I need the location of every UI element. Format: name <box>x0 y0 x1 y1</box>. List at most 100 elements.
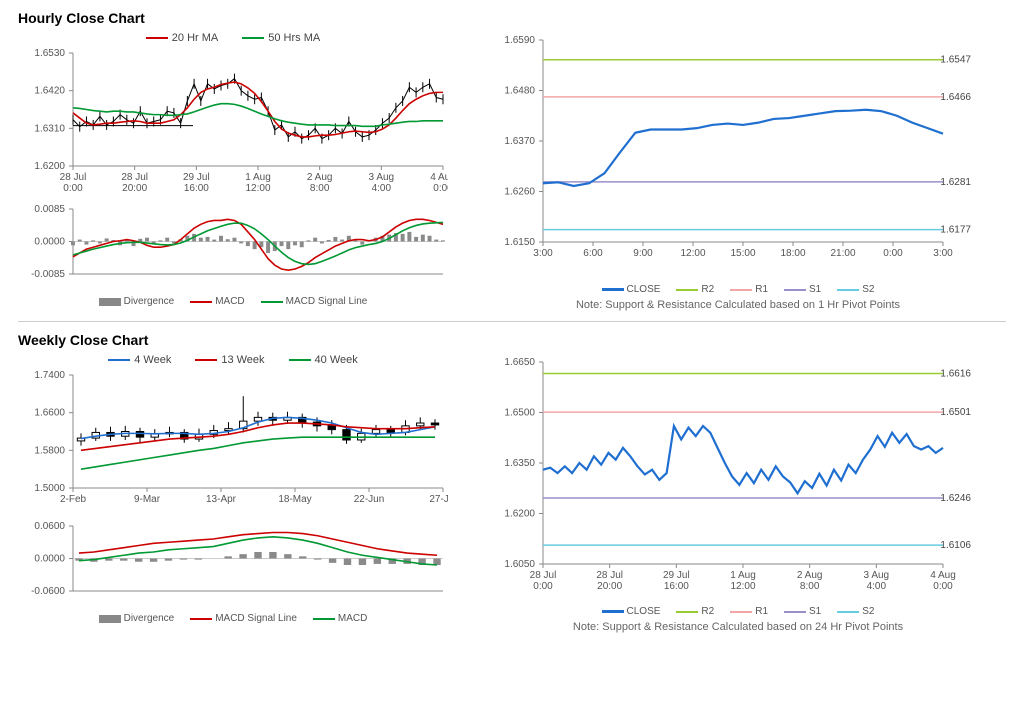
svg-text:0.0000: 0.0000 <box>34 554 65 565</box>
svg-text:29 Jul: 29 Jul <box>663 570 690 581</box>
svg-text:2 Aug: 2 Aug <box>307 172 333 183</box>
svg-text:13-Apr: 13-Apr <box>206 494 237 505</box>
svg-text:3 Aug: 3 Aug <box>864 570 890 581</box>
svg-text:1.6501: 1.6501 <box>940 407 971 418</box>
svg-text:4:00: 4:00 <box>867 581 887 592</box>
weekly-title: Weekly Close Chart <box>18 332 1006 348</box>
svg-text:12:00: 12:00 <box>730 581 755 592</box>
svg-text:1.6246: 1.6246 <box>940 493 971 504</box>
weekly-macd-legend: Divergence MACD Signal Line MACD <box>18 613 448 624</box>
svg-text:0:00: 0:00 <box>883 248 903 259</box>
svg-text:1.6177: 1.6177 <box>940 225 971 236</box>
hourly-sr-chart: 1.6150 1.6260 1.6370 1.6480 1.6590 3:00 6:00 9:… <box>488 32 988 282</box>
svg-text:9-Mar: 9-Mar <box>134 494 161 505</box>
weekly-macd-chart: -0.06000.00000.0600 <box>18 521 448 611</box>
svg-text:16:00: 16:00 <box>184 183 209 194</box>
legend-macd2: MACD <box>338 613 367 624</box>
lg-close: CLOSE <box>627 284 661 295</box>
svg-text:3:00: 3:00 <box>933 248 953 259</box>
svg-text:1 Aug: 1 Aug <box>245 172 271 183</box>
svg-text:1.5000: 1.5000 <box>34 483 65 494</box>
svg-text:1.6050: 1.6050 <box>504 559 535 570</box>
svg-text:20:00: 20:00 <box>122 183 147 194</box>
svg-text:1.6260: 1.6260 <box>504 187 535 198</box>
legend-4w: 4 Week <box>134 354 171 366</box>
svg-text:6:00: 6:00 <box>583 248 603 259</box>
hourly-title: Hourly Close Chart <box>18 10 1006 26</box>
svg-text:20:00: 20:00 <box>597 581 622 592</box>
svg-text:9:00: 9:00 <box>633 248 653 259</box>
svg-text:1.6150: 1.6150 <box>504 237 535 248</box>
svg-text:1.6466: 1.6466 <box>940 92 971 103</box>
legend-40w: 40 Week <box>315 354 358 366</box>
lg-r12: R1 <box>755 606 768 617</box>
svg-text:4:00: 4:00 <box>372 183 392 194</box>
svg-text:1.7400: 1.7400 <box>34 370 65 381</box>
legend-13w: 13 Week <box>221 354 264 366</box>
svg-text:27-Jul: 27-Jul <box>429 494 448 505</box>
svg-text:1.5800: 1.5800 <box>34 445 65 456</box>
hourly-sr-legend: CLOSE R2 R1 S1 S2 <box>488 284 988 295</box>
svg-text:21:00: 21:00 <box>830 248 855 259</box>
hourly-sr-note: Note: Support & Resistance Calculated ba… <box>488 299 988 311</box>
lg-close2: CLOSE <box>627 606 661 617</box>
svg-text:29 Jul: 29 Jul <box>183 172 210 183</box>
hourly-macd-legend: Divergence MACD MACD Signal Line <box>18 296 448 307</box>
legend-50hr: 50 Hrs MA <box>268 32 320 44</box>
svg-text:15:00: 15:00 <box>730 248 755 259</box>
svg-text:1.6281: 1.6281 <box>940 177 971 188</box>
lg-s22: S2 <box>862 606 874 617</box>
lg-r1: R1 <box>755 284 768 295</box>
svg-text:1.6530: 1.6530 <box>34 48 65 59</box>
hourly-main-legend: 20 Hr MA 50 Hrs MA <box>18 32 448 44</box>
svg-text:2 Aug: 2 Aug <box>797 570 823 581</box>
svg-text:1.6480: 1.6480 <box>504 86 535 97</box>
svg-text:1.6350: 1.6350 <box>504 458 535 469</box>
legend-20hr: 20 Hr MA <box>172 32 218 44</box>
svg-text:3 Aug: 3 Aug <box>369 172 395 183</box>
svg-text:1.6200: 1.6200 <box>504 509 535 520</box>
svg-text:16:00: 16:00 <box>664 581 689 592</box>
svg-text:12:00: 12:00 <box>680 248 705 259</box>
svg-text:1.6310: 1.6310 <box>34 123 65 134</box>
weekly-main-chart: 1.5000 1.5800 1.6600 1.7400 2-Feb 9-Mar 13-Apr… <box>18 370 448 515</box>
svg-text:-0.0085: -0.0085 <box>31 269 65 280</box>
svg-text:18-May: 18-May <box>278 494 311 505</box>
weekly-sr-note: Note: Support & Resistance Calculated ba… <box>488 621 988 633</box>
svg-text:28 Jul: 28 Jul <box>121 172 148 183</box>
svg-text:1.6106: 1.6106 <box>940 540 971 551</box>
lg-s2: S2 <box>862 284 874 295</box>
weekly-sr-legend: CLOSE R2 R1 S1 S2 <box>488 606 988 617</box>
lg-r22: R2 <box>701 606 714 617</box>
svg-text:0:00: 0:00 <box>933 581 953 592</box>
lg-r2: R2 <box>701 284 714 295</box>
svg-text:3:00: 3:00 <box>533 248 553 259</box>
hourly-main-chart: 1.62001.63101.64201.653028 Jul0:0028 Jul… <box>18 48 448 198</box>
svg-text:0.0600: 0.0600 <box>34 521 65 532</box>
svg-text:28 Jul: 28 Jul <box>596 570 623 581</box>
svg-text:22-Jun: 22-Jun <box>354 494 385 505</box>
legend-div: Divergence <box>124 296 175 307</box>
svg-text:1.6650: 1.6650 <box>504 357 535 368</box>
svg-text:1.6200: 1.6200 <box>34 161 65 172</box>
svg-text:0.0000: 0.0000 <box>34 237 65 248</box>
svg-text:8:00: 8:00 <box>800 581 820 592</box>
svg-text:0:00: 0:00 <box>533 581 553 592</box>
svg-text:1 Aug: 1 Aug <box>730 570 756 581</box>
legend-macd: MACD <box>215 296 244 307</box>
svg-text:28 Jul: 28 Jul <box>60 172 87 183</box>
svg-text:1.6590: 1.6590 <box>504 35 535 46</box>
svg-text:12:00: 12:00 <box>245 183 270 194</box>
svg-text:1.6616: 1.6616 <box>940 368 971 379</box>
svg-text:1.6600: 1.6600 <box>34 408 65 419</box>
svg-text:1.6547: 1.6547 <box>940 55 971 66</box>
weekly-main-legend: 4 Week 13 Week 40 Week <box>18 354 448 366</box>
svg-text:1.6370: 1.6370 <box>504 136 535 147</box>
svg-text:4 Aug: 4 Aug <box>930 570 956 581</box>
svg-text:28 Jul: 28 Jul <box>530 570 557 581</box>
legend-signal: MACD Signal Line <box>286 296 368 307</box>
svg-text:1.6420: 1.6420 <box>34 86 65 97</box>
separator <box>18 321 1006 322</box>
hourly-macd-chart: -0.00850.00000.0085 <box>18 204 448 294</box>
svg-text:2-Feb: 2-Feb <box>60 494 87 505</box>
